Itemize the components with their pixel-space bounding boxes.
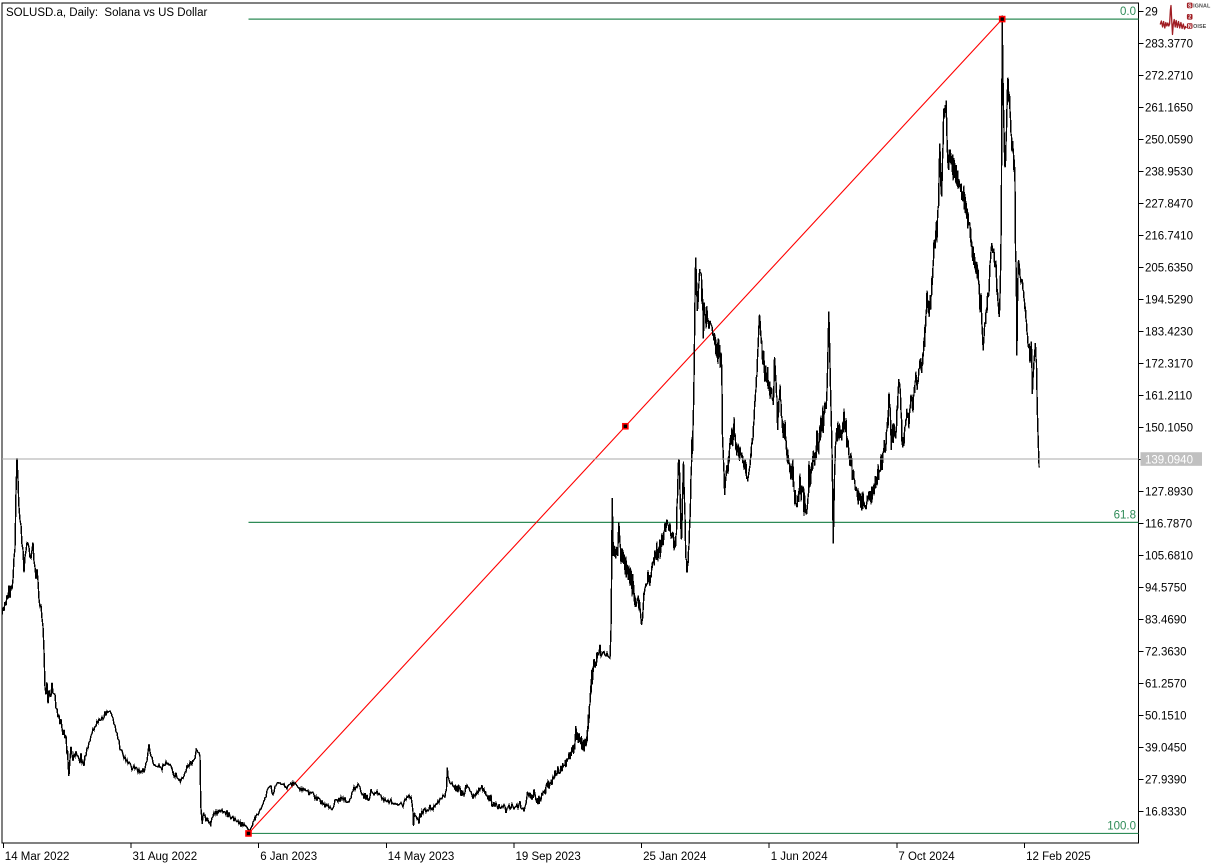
- y-tick-label: 105.6810: [1145, 550, 1193, 562]
- x-tick-label: 6 Jan 2023: [260, 851, 317, 863]
- y-tick-label: 150.1050: [1145, 422, 1193, 434]
- x-tick-label: 1 Jun 2024: [771, 851, 829, 863]
- y-tick-label: 194.5290: [1145, 294, 1193, 306]
- chart-title: SOLUSD.a, Daily: Solana vs US Dollar: [6, 7, 207, 19]
- logo-letter-s: S: [1188, 3, 1192, 9]
- logo-letter-2-box: [1186, 14, 1193, 20]
- y-tick-label: 227.8470: [1145, 198, 1193, 210]
- y-tick-label: 39.0450: [1145, 742, 1187, 754]
- y-tick-label: 61.2570: [1145, 678, 1187, 690]
- y-tick-label: 72.3630: [1145, 646, 1187, 658]
- x-tick-label: 19 Sep 2023: [516, 851, 581, 863]
- bid-price-box: [1140, 452, 1202, 466]
- logo-word-ignal: IGNAL: [1193, 3, 1211, 9]
- x-tick-label: 31 Aug 2022: [133, 851, 198, 863]
- fib-handle-start[interactable]: [245, 830, 252, 837]
- y-tick-label: 272.2710: [1145, 70, 1193, 82]
- y-tick-label: 83.4690: [1145, 614, 1187, 626]
- logo-word-oise: OISE: [1193, 24, 1207, 30]
- plot-border: [1, 2, 1139, 844]
- y-tick-label: 283.3770: [1145, 38, 1193, 50]
- fib-level-label-100.0: 100.0: [1107, 820, 1136, 832]
- y-tick-label: 205.6350: [1145, 262, 1193, 274]
- logo-waveform-icon: [1159, 4, 1187, 36]
- x-tick-label: 12 Feb 2025: [1026, 851, 1091, 863]
- y-tick-label: 94.5750: [1145, 582, 1187, 594]
- logo-letter-2: 2: [1188, 15, 1191, 21]
- x-tick-label: 25 Jan 2024: [643, 851, 707, 863]
- logo-background: [1158, 0, 1215, 37]
- y-tick-label: 16.8330: [1145, 806, 1187, 818]
- y-tick-label: 27.9390: [1145, 774, 1187, 786]
- x-tick-label: 14 Mar 2022: [5, 851, 70, 863]
- bid-price-label: 139.0940: [1145, 454, 1193, 466]
- y-tick-label: 172.3170: [1145, 358, 1193, 370]
- x-tick-label: 14 May 2023: [388, 851, 455, 863]
- price-line: [1, 15, 1040, 832]
- y-tick-label: 116.7870: [1145, 518, 1192, 530]
- y-tick-label: 261.1650: [1145, 102, 1193, 114]
- fib-handle-mid[interactable]: [622, 422, 629, 430]
- broker-logo: S 2 N IGNAL OISE: [1158, 0, 1215, 37]
- y-tick-label: 127.8930: [1145, 486, 1193, 498]
- y-tick-label: 161.2110: [1145, 390, 1192, 402]
- chart-labels: SOLUSD.a, Daily: Solana vs US Dollar 0.0…: [6, 0, 1215, 832]
- y-tick-label: 216.7410: [1145, 230, 1193, 242]
- logo-letter-s-box: [1186, 2, 1193, 9]
- logo-letter-n-box: [1186, 23, 1193, 29]
- fib-handle-end[interactable]: [998, 15, 1006, 23]
- chart-geometry: 16.8330 27.9390 39.0450 50.1510 61.2570 72.36…: [1, 2, 1193, 863]
- y-tick-label: 250.0590: [1145, 134, 1193, 146]
- fib-level-label-61.8: 61.8: [1114, 509, 1136, 521]
- x-tick-label: 7 Oct 2024: [898, 851, 955, 863]
- y-tick-label: 238.9530: [1145, 166, 1193, 178]
- y-tick-label: 183.4230: [1145, 326, 1193, 338]
- fib-level-label-0.0: 0.0: [1120, 6, 1136, 18]
- logo-letter-n: N: [1188, 24, 1192, 30]
- y-tick-label: 50.1510: [1145, 710, 1187, 722]
